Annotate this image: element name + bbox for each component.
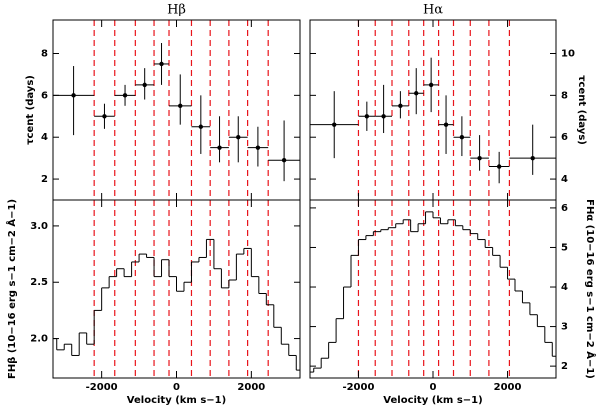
- data-point: [198, 124, 204, 129]
- data-point: [71, 93, 76, 98]
- data-point: [381, 114, 386, 119]
- y-tick-label: 3.0: [30, 221, 48, 232]
- y-tick-label: 2: [561, 361, 568, 372]
- y-tick-label: 2.0: [30, 334, 48, 345]
- data-point: [142, 82, 147, 88]
- x-tick-label: 0: [173, 382, 180, 393]
- data-point: [530, 155, 535, 161]
- x-tick-label: -2000: [342, 382, 374, 393]
- x-tick-label: 2000: [494, 382, 522, 393]
- data-point: [364, 114, 370, 119]
- data-point: [496, 164, 502, 169]
- y-tick-label: 8: [561, 90, 568, 101]
- x-tick-label: 2000: [237, 382, 265, 393]
- data-point: [332, 122, 337, 127]
- data-point: [443, 122, 449, 127]
- data-point: [255, 145, 261, 150]
- y-tick-label: 4: [561, 282, 568, 293]
- y-tick-label: 2: [41, 174, 48, 185]
- data-point: [459, 135, 465, 140]
- y-axis-label: τcent (days): [25, 75, 36, 145]
- y-tick-label: 6: [561, 132, 568, 143]
- plot-frame: [309, 199, 557, 379]
- panel-title: Hβ: [167, 3, 186, 18]
- x-tick-label: 0: [430, 382, 437, 393]
- y-tick-label: 5: [561, 242, 568, 253]
- plot-frame: [309, 19, 557, 201]
- data-point: [398, 103, 403, 109]
- y-tick-label: 3: [561, 322, 568, 333]
- y-tick-label: 4: [41, 132, 48, 143]
- y-axis-label: FHβ (10−16 erg s−1 cm−2 Å−1): [5, 199, 18, 379]
- y-tick-label: 8: [41, 48, 48, 59]
- y-tick-label: 6: [561, 203, 568, 214]
- data-point: [477, 155, 482, 161]
- y-axis-label: τcent (days): [576, 75, 587, 145]
- x-tick-label: -2000: [86, 382, 118, 393]
- data-point: [236, 135, 241, 140]
- plot-frame: [52, 19, 301, 201]
- x-axis-label: Velocity (km s−1): [383, 395, 482, 406]
- y-tick-label: 10: [561, 48, 575, 59]
- data-point: [414, 91, 419, 96]
- y-tick-label: 4: [561, 174, 568, 185]
- data-point: [178, 103, 183, 109]
- data-point: [159, 61, 164, 67]
- data-point: [122, 93, 128, 98]
- data-point: [281, 158, 287, 163]
- data-point: [428, 82, 434, 88]
- y-tick-label: 2.5: [30, 277, 48, 288]
- y-axis-label: FHα (10−16 erg s−1 cm−2 Å−1): [584, 199, 597, 379]
- data-point: [217, 145, 222, 150]
- y-tick-label: 6: [41, 90, 48, 101]
- data-point: [102, 114, 107, 119]
- panel-title: Hα: [423, 3, 443, 18]
- x-axis-label: Velocity (km s−1): [127, 395, 226, 406]
